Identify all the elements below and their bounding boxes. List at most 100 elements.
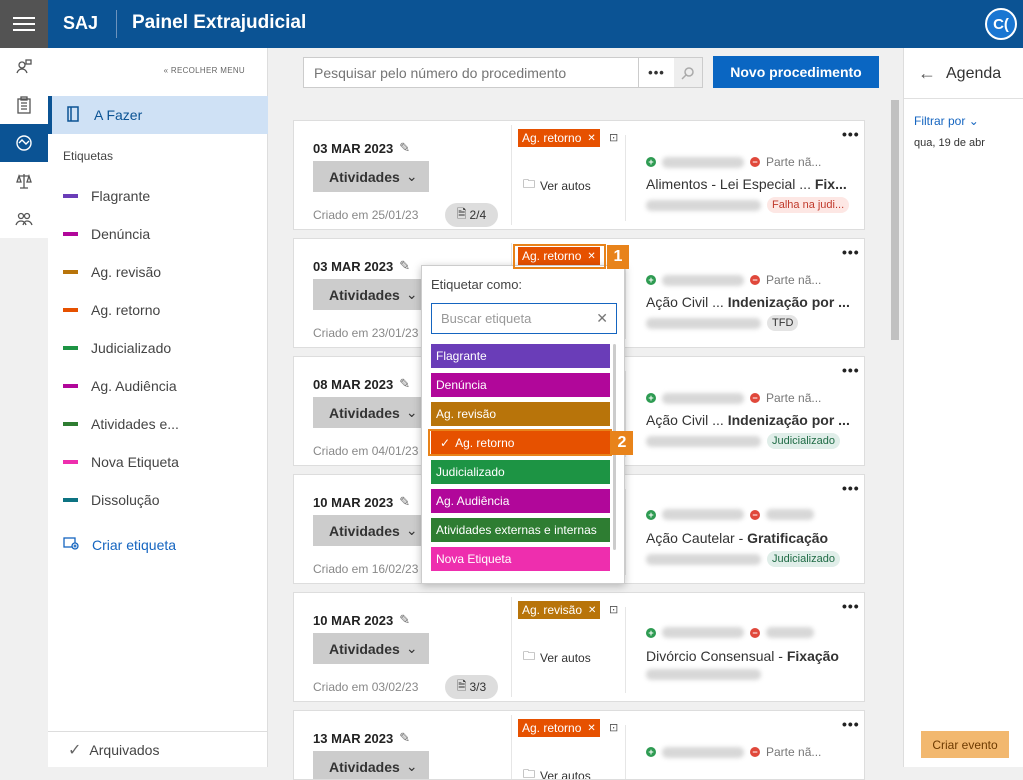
label-search-input[interactable]: Buscar etiqueta ✕ <box>431 303 617 334</box>
search-icon[interactable] <box>674 58 702 87</box>
close-icon[interactable]: ✕ <box>588 605 596 616</box>
tag-color-swatch <box>63 384 78 388</box>
sidebar-tag-item[interactable]: Denúncia <box>63 226 150 242</box>
activities-button[interactable]: Atividades⌄ <box>313 279 429 310</box>
activities-button[interactable]: Atividades⌄ <box>313 397 429 428</box>
sidebar-tag-item[interactable]: Ag. retorno <box>63 302 160 318</box>
avatar[interactable]: C( <box>985 8 1017 40</box>
card-parties: +−Parte nã... <box>646 273 821 287</box>
user-search-icon[interactable] <box>0 48 48 86</box>
label-option[interactable]: Atividades externas e internas <box>431 518 610 542</box>
add-label-icon[interactable]: ⊡ <box>609 603 618 616</box>
edit-icon[interactable]: ✎ <box>399 730 410 746</box>
card-label[interactable]: Ag. retorno✕ <box>518 719 600 737</box>
card-menu-button[interactable]: ••• <box>842 598 860 614</box>
label-option[interactable]: Denúncia <box>431 373 610 397</box>
label-option[interactable]: Nova Etiqueta <box>431 547 610 571</box>
activities-button[interactable]: Atividades⌄ <box>313 515 429 546</box>
activities-label: Atividades <box>329 169 400 185</box>
label-option[interactable]: Ag. revisão <box>431 402 610 426</box>
card-divider <box>625 725 626 780</box>
activities-button[interactable]: Atividades⌄ <box>313 633 429 664</box>
view-case-label: Ver autos <box>540 179 591 193</box>
tag-label: Judicializado <box>91 340 171 356</box>
tag-label: Nova Etiqueta <box>91 454 179 470</box>
clipboard-icon[interactable] <box>0 86 48 124</box>
scrollbar-thumb[interactable] <box>891 100 899 340</box>
card-date-text: 10 MAR 2023 <box>313 613 393 628</box>
documents-badge[interactable]: 🗎3/3 <box>445 675 498 699</box>
tag-label: Dissolução <box>91 492 159 508</box>
chevron-down-icon: ⌄ <box>969 114 979 128</box>
arrow-left-icon[interactable]: ← <box>918 63 936 84</box>
edit-icon[interactable]: ✎ <box>399 612 410 628</box>
sidebar-tag-item[interactable]: Ag. revisão <box>63 264 161 280</box>
view-case-button[interactable]: 🗀Ver autos <box>523 175 591 196</box>
activities-label: Atividades <box>329 287 400 303</box>
card-menu-button[interactable]: ••• <box>842 126 860 142</box>
card-label[interactable]: Ag. retorno✕ <box>518 129 600 147</box>
card-parties: +−Parte nã... <box>646 745 821 759</box>
more-options-button[interactable]: ••• <box>638 58 674 87</box>
card-menu-button[interactable]: ••• <box>842 716 860 732</box>
blurred-party <box>766 509 814 520</box>
card-menu-button[interactable]: ••• <box>842 244 860 260</box>
edit-icon[interactable]: ✎ <box>399 140 410 156</box>
sidebar-tag-item[interactable]: Dissolução <box>63 492 159 508</box>
card-footer: Judicializado <box>646 433 840 449</box>
procedure-card[interactable]: 03 MAR 2023✎Atividades⌄Criado em 25/01/2… <box>293 120 865 230</box>
scale-icon[interactable] <box>0 162 48 200</box>
card-menu-button[interactable]: ••• <box>842 480 860 496</box>
procedure-card[interactable]: 13 MAR 2023✎Atividades⌄Ag. retorno✕⊡🗀Ver… <box>293 710 865 780</box>
archived-button[interactable]: ✓ Arquivados <box>48 731 268 767</box>
label-option-text: Ag. revisão <box>436 407 496 421</box>
agenda-divider <box>904 98 1023 99</box>
menu-icon[interactable] <box>0 0 48 48</box>
view-case-button[interactable]: 🗀Ver autos <box>523 765 591 780</box>
edit-icon[interactable]: ✎ <box>399 258 410 274</box>
filter-button[interactable]: Filtrar por ⌄ <box>914 114 979 128</box>
people-icon[interactable] <box>0 200 48 238</box>
card-title-subject: Indenização por ... <box>728 412 850 428</box>
sidebar-tag-item[interactable]: Atividades e... <box>63 416 179 432</box>
label-option[interactable]: Ag. Audiência <box>431 489 610 513</box>
view-case-label: Ver autos <box>540 769 591 780</box>
card-title: Divórcio Consensual - Fixação <box>646 648 839 664</box>
label-option-text: Judicializado <box>436 465 505 479</box>
scrollbar[interactable] <box>889 98 901 767</box>
new-procedure-button[interactable]: Novo procedimento <box>713 56 879 88</box>
card-divider <box>511 125 512 225</box>
add-label-icon[interactable]: ⊡ <box>609 721 618 734</box>
create-event-button[interactable]: Criar evento <box>921 731 1009 758</box>
card-label[interactable]: Ag. revisão✕ <box>518 601 600 619</box>
agenda-title: Agenda <box>946 65 1001 83</box>
close-icon[interactable]: ✕ <box>587 723 595 734</box>
edit-icon[interactable]: ✎ <box>399 494 410 510</box>
sidebar-item-a-fazer[interactable]: A Fazer <box>48 96 268 134</box>
card-title-type: Ação Civil ... <box>646 412 724 428</box>
label-option[interactable]: Flagrante <box>431 344 610 368</box>
activities-button[interactable]: Atividades⌄ <box>313 161 429 192</box>
sidebar-tag-item[interactable]: Judicializado <box>63 340 171 356</box>
sidebar-tag-item[interactable]: Nova Etiqueta <box>63 454 179 470</box>
card-menu-button[interactable]: ••• <box>842 362 860 378</box>
edit-icon[interactable]: ✎ <box>399 376 410 392</box>
blurred-party <box>662 393 744 404</box>
card-date-text: 03 MAR 2023 <box>313 141 393 156</box>
party-name: Parte nã... <box>766 745 821 759</box>
sidebar-tag-item[interactable]: Ag. Audiência <box>63 378 177 394</box>
collapse-menu-button[interactable]: « RECOLHER MENU <box>164 66 245 75</box>
create-label-button[interactable]: Criar etiqueta <box>63 536 176 553</box>
view-case-button[interactable]: 🗀Ver autos <box>523 647 591 668</box>
sidebar-tag-item[interactable]: Flagrante <box>63 188 150 204</box>
search-input[interactable] <box>304 65 638 81</box>
label-option[interactable]: Judicializado <box>431 460 610 484</box>
label-option-text: Nova Etiqueta <box>436 552 511 566</box>
add-label-icon[interactable]: ⊡ <box>609 131 618 144</box>
documents-badge[interactable]: 🗎2/4 <box>445 203 498 227</box>
handshake-icon[interactable] <box>0 124 48 162</box>
close-icon[interactable]: ✕ <box>596 310 608 327</box>
close-icon[interactable]: ✕ <box>587 133 595 144</box>
procedure-card[interactable]: 10 MAR 2023✎Atividades⌄Criado em 03/02/2… <box>293 592 865 702</box>
activities-button[interactable]: Atividades⌄ <box>313 751 429 780</box>
